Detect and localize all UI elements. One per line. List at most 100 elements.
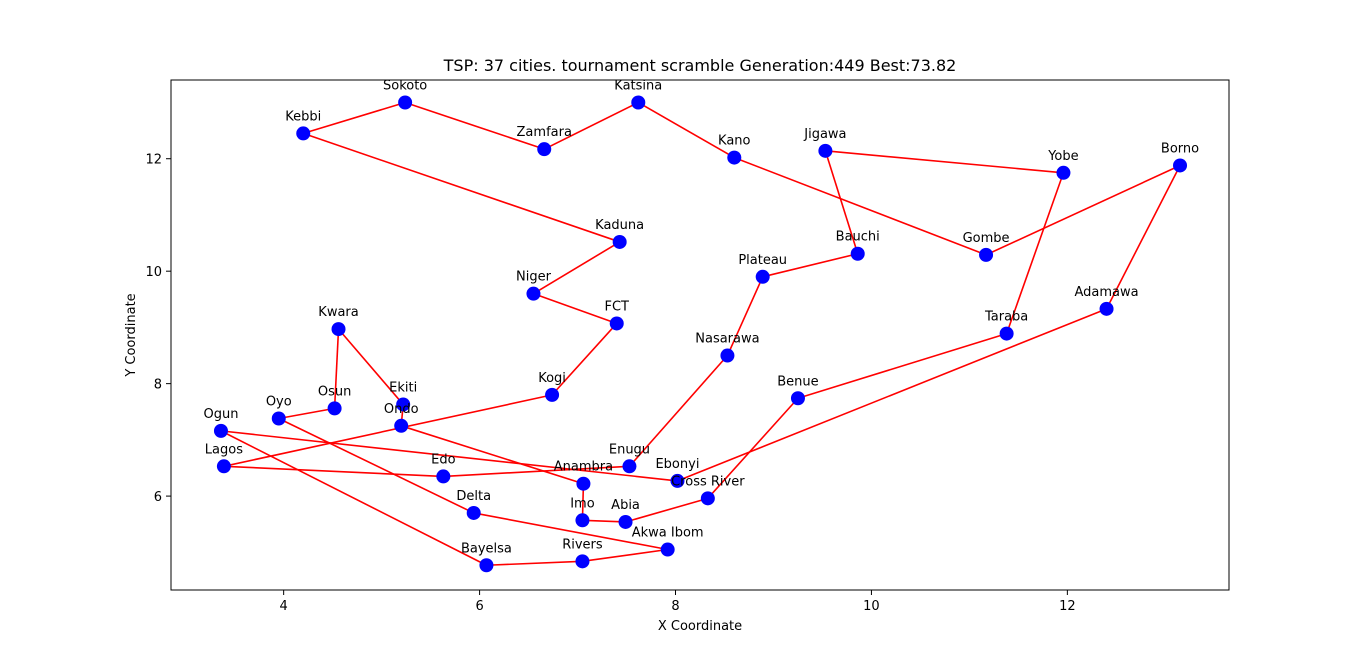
- y-tick-label: 12: [145, 153, 162, 168]
- city-point-adamawa: [1099, 301, 1114, 316]
- city-layer: [213, 95, 1188, 573]
- city-label-yobe: Yobe: [1047, 149, 1078, 164]
- city-label-sokoto: Sokoto: [383, 78, 427, 93]
- city-label-akwa-ibom: Akwa Ibom: [632, 526, 704, 541]
- city-point-enugu: [622, 459, 637, 474]
- city-point-abia: [618, 514, 633, 529]
- route-segment-enugu-to-edo: [443, 465, 630, 478]
- city-label-benue: Benue: [777, 374, 818, 389]
- city-point-nasarawa: [720, 348, 735, 363]
- city-point-kaduna: [612, 234, 627, 249]
- city-label-gombe: Gombe: [963, 231, 1010, 246]
- city-point-fct: [609, 316, 624, 331]
- city-label-niger: Niger: [516, 270, 552, 285]
- route-segment-katsina-to-kano: [637, 101, 735, 159]
- city-label-kano: Kano: [718, 134, 751, 149]
- route-segment-ondo-to-anambra: [400, 425, 584, 485]
- city-point-ondo: [394, 418, 409, 433]
- x-tick-label: 10: [863, 599, 880, 614]
- route-segment-ebonyi-to-ogun: [220, 430, 678, 482]
- city-point-gombe: [979, 247, 994, 262]
- city-point-sokoto: [398, 95, 413, 110]
- route-segment-kebbi-to-sokoto: [303, 101, 406, 135]
- city-point-niger: [526, 286, 541, 301]
- city-point-zamfara: [537, 142, 552, 157]
- route-segment-ogun-to-bayelsa: [220, 430, 487, 566]
- city-label-cross-river: Cross River: [671, 474, 745, 489]
- route-segment-taraba-to-yobe: [1005, 172, 1065, 334]
- city-label-rivers: Rivers: [562, 537, 603, 552]
- city-label-layer: Kebbi Sokoto Zamfara Katsina Kano Gombe Borno A…: [203, 78, 1199, 556]
- city-label-edo: Edo: [431, 452, 455, 467]
- city-point-ogun: [213, 423, 228, 438]
- route-segment-benue-to-taraba: [797, 332, 1007, 400]
- city-point-kebbi: [296, 126, 311, 141]
- x-axis-label: X Coordinate: [658, 619, 742, 634]
- x-tick-label: 4: [280, 599, 288, 614]
- route-segment-bayelsa-to-rivers: [486, 560, 583, 567]
- route-segment-bauchi-to-plateau: [762, 252, 858, 278]
- city-point-lagos: [216, 459, 231, 474]
- route-segment-oyo-to-osun: [278, 407, 335, 420]
- city-point-bauchi: [850, 246, 865, 261]
- x-tick-label: 6: [475, 599, 483, 614]
- city-label-taraba: Taraba: [984, 310, 1028, 325]
- route-segment-kaduna-to-kebbi: [302, 132, 620, 243]
- city-point-yobe: [1056, 165, 1071, 180]
- city-label-kebbi: Kebbi: [285, 109, 321, 124]
- city-label-zamfara: Zamfara: [517, 125, 572, 140]
- city-label-nasarawa: Nasarawa: [695, 332, 759, 347]
- x-tick-layer: 4 6 8 10 12: [280, 590, 1076, 614]
- y-tick-label: 10: [145, 265, 162, 280]
- city-point-taraba: [999, 326, 1014, 341]
- city-label-delta: Delta: [456, 489, 491, 504]
- city-label-enugu: Enugu: [609, 442, 650, 457]
- route-segment-imo-to-abia: [582, 519, 626, 523]
- route-segment-gombe-to-borno: [985, 164, 1181, 256]
- route-segment-yobe-to-jigawa: [825, 150, 1064, 174]
- route-segment-kwara-to-ekiti: [337, 328, 404, 405]
- route-segment-rivers-to-akwa-ibom: [582, 548, 668, 563]
- city-label-lagos: Lagos: [205, 442, 243, 457]
- y-tick-label: 6: [154, 490, 162, 505]
- route-segment-lagos-to-kogi: [223, 394, 553, 468]
- city-point-anambra: [576, 476, 591, 491]
- city-label-kwara: Kwara: [318, 305, 358, 320]
- route-segment-cross-river-to-benue: [707, 397, 799, 499]
- route-segment-delta-to-oyo: [278, 417, 475, 514]
- city-label-imo: Imo: [570, 496, 594, 511]
- x-tick-label: 12: [1059, 599, 1076, 614]
- y-tick-layer: 6 8 10 12: [145, 153, 171, 505]
- city-label-ondo: Ondo: [384, 402, 419, 417]
- city-point-osun: [327, 401, 342, 416]
- chart-title: TSP: 37 cities. tournament scramble Gene…: [443, 56, 957, 75]
- route-segment-kogi-to-fct: [551, 322, 618, 396]
- city-point-kwara: [331, 322, 346, 337]
- route-segment-nasarawa-to-enugu: [628, 354, 729, 467]
- city-label-ekiti: Ekiti: [389, 380, 417, 395]
- city-label-kaduna: Kaduna: [595, 218, 644, 233]
- city-point-benue: [790, 391, 805, 406]
- city-point-kogi: [545, 387, 560, 402]
- city-label-anambra: Anambra: [554, 460, 613, 475]
- city-point-imo: [575, 513, 590, 528]
- city-label-kogi: Kogi: [538, 371, 566, 386]
- route-segment-niger-to-kaduna: [533, 241, 621, 295]
- route-segment-abia-to-cross-river: [625, 497, 709, 523]
- city-label-katsina: Katsina: [614, 78, 662, 93]
- route-segment-edo-to-lagos: [223, 465, 444, 478]
- route-segment-plateau-to-nasarawa: [726, 276, 764, 356]
- city-label-plateau: Plateau: [738, 253, 787, 268]
- x-tick-label: 8: [671, 599, 679, 614]
- city-point-oyo: [271, 411, 286, 426]
- city-point-akwa-ibom: [660, 542, 675, 557]
- city-label-bauchi: Bauchi: [836, 230, 880, 245]
- city-label-adamawa: Adamawa: [1074, 285, 1138, 300]
- city-point-rivers: [575, 554, 590, 569]
- city-label-abia: Abia: [611, 498, 640, 513]
- route-segment-jigawa-to-bauchi: [824, 150, 859, 254]
- city-point-jigawa: [818, 143, 833, 158]
- city-label-osun: Osun: [318, 384, 351, 399]
